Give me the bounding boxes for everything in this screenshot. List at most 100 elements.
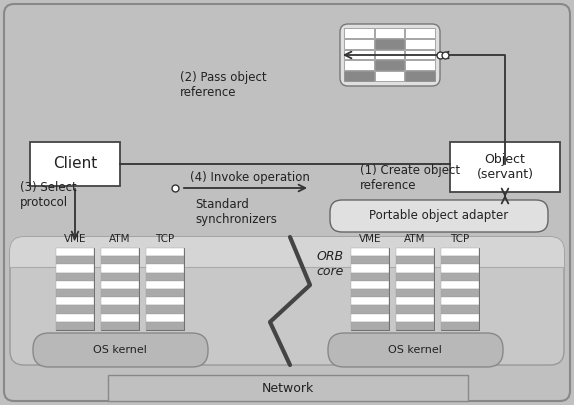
Bar: [375, 28, 404, 38]
Text: (4) Invoke operation: (4) Invoke operation: [190, 171, 310, 185]
Bar: [344, 39, 374, 49]
Text: Network: Network: [262, 382, 314, 394]
FancyBboxPatch shape: [4, 4, 570, 401]
Bar: [10, 253, 564, 267]
Bar: [351, 305, 389, 313]
Bar: [441, 264, 479, 273]
Text: Client: Client: [53, 156, 97, 171]
FancyBboxPatch shape: [330, 200, 548, 232]
Text: Standard
synchronizers: Standard synchronizers: [195, 198, 277, 226]
Bar: [375, 60, 404, 70]
Bar: [56, 256, 94, 264]
Text: (2) Pass object
reference: (2) Pass object reference: [180, 71, 267, 99]
Text: OS kernel: OS kernel: [388, 345, 442, 355]
Bar: [351, 248, 389, 256]
Bar: [351, 322, 389, 330]
Bar: [101, 248, 139, 256]
Bar: [108, 375, 468, 401]
Bar: [56, 313, 94, 322]
Bar: [441, 289, 479, 297]
Text: ATM: ATM: [109, 234, 131, 244]
Bar: [405, 39, 435, 49]
Text: OS kernel: OS kernel: [93, 345, 147, 355]
Bar: [101, 322, 139, 330]
Bar: [56, 248, 94, 330]
Bar: [101, 281, 139, 289]
Bar: [351, 297, 389, 305]
Bar: [396, 273, 434, 281]
Bar: [396, 322, 434, 330]
Bar: [146, 297, 184, 305]
Bar: [146, 305, 184, 313]
Bar: [405, 60, 435, 70]
Bar: [56, 248, 94, 256]
Bar: [405, 71, 435, 81]
Bar: [405, 49, 435, 60]
Bar: [375, 49, 404, 60]
FancyBboxPatch shape: [340, 24, 440, 86]
Bar: [441, 248, 479, 330]
Bar: [351, 273, 389, 281]
Bar: [146, 281, 184, 289]
Bar: [375, 71, 404, 81]
Text: VME: VME: [64, 234, 86, 244]
Bar: [344, 49, 374, 60]
Bar: [146, 248, 184, 330]
Bar: [351, 264, 389, 273]
Bar: [30, 142, 120, 186]
Text: ATM: ATM: [404, 234, 426, 244]
Bar: [441, 248, 479, 256]
Bar: [146, 313, 184, 322]
Bar: [396, 256, 434, 264]
Bar: [441, 322, 479, 330]
Bar: [396, 297, 434, 305]
Bar: [441, 256, 479, 264]
Bar: [101, 256, 139, 264]
Bar: [351, 313, 389, 322]
Bar: [146, 322, 184, 330]
Bar: [146, 289, 184, 297]
Bar: [396, 313, 434, 322]
Text: (3) Select
protocol: (3) Select protocol: [20, 181, 77, 209]
Bar: [441, 305, 479, 313]
Bar: [146, 248, 184, 256]
Bar: [396, 305, 434, 313]
Text: TCP: TCP: [451, 234, 470, 244]
Bar: [146, 256, 184, 264]
Text: ORB
core: ORB core: [316, 250, 344, 278]
Bar: [101, 273, 139, 281]
Bar: [56, 273, 94, 281]
Bar: [56, 281, 94, 289]
Bar: [56, 297, 94, 305]
Bar: [146, 264, 184, 273]
Bar: [56, 264, 94, 273]
Bar: [344, 71, 374, 81]
FancyBboxPatch shape: [33, 333, 208, 367]
Bar: [101, 305, 139, 313]
Bar: [441, 297, 479, 305]
Bar: [405, 28, 435, 38]
Bar: [101, 289, 139, 297]
Bar: [56, 322, 94, 330]
Bar: [344, 60, 374, 70]
Bar: [146, 273, 184, 281]
FancyBboxPatch shape: [10, 237, 564, 267]
Bar: [56, 289, 94, 297]
Text: (1) Create object
reference: (1) Create object reference: [360, 164, 460, 192]
Bar: [396, 281, 434, 289]
Bar: [396, 264, 434, 273]
Bar: [101, 264, 139, 273]
Bar: [101, 313, 139, 322]
Bar: [441, 281, 479, 289]
Bar: [56, 305, 94, 313]
Bar: [396, 289, 434, 297]
Text: Object
(servant): Object (servant): [476, 153, 533, 181]
Bar: [450, 142, 560, 192]
FancyBboxPatch shape: [328, 333, 503, 367]
Bar: [101, 248, 139, 330]
Text: Portable object adapter: Portable object adapter: [370, 209, 509, 222]
FancyBboxPatch shape: [10, 237, 564, 365]
Bar: [351, 248, 389, 330]
Text: VME: VME: [359, 234, 381, 244]
Bar: [351, 256, 389, 264]
